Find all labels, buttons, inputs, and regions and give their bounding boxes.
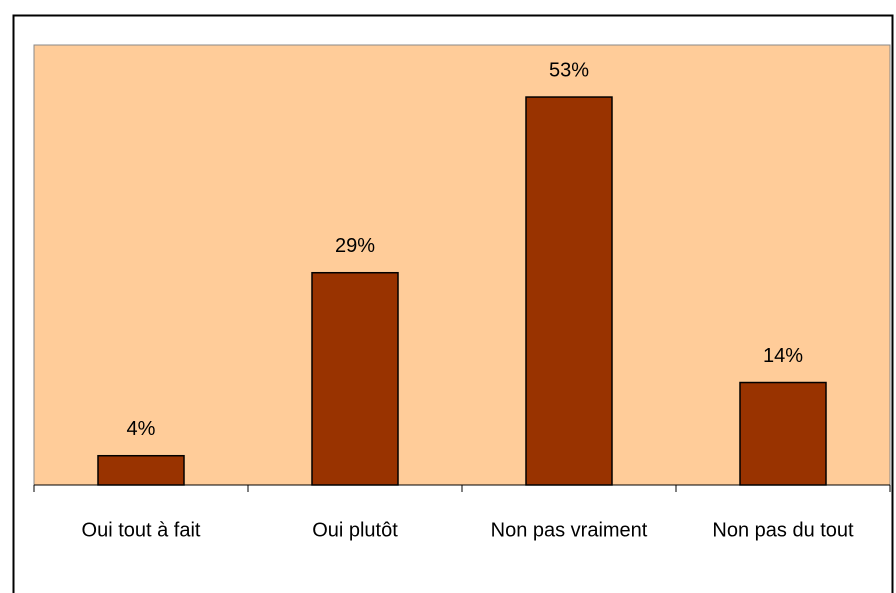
value-label: 53% — [549, 59, 589, 81]
bar — [311, 271, 399, 486]
value-label: 4% — [127, 418, 156, 440]
value-label: 14% — [763, 345, 803, 367]
bar — [525, 96, 613, 486]
bar — [739, 381, 827, 486]
x-tick-label: Oui tout à fait — [82, 519, 201, 541]
bar — [97, 454, 185, 486]
x-tick-label: Non pas du tout — [712, 519, 854, 541]
x-tick-label: Oui plutôt — [312, 519, 398, 541]
value-label: 29% — [335, 235, 375, 257]
x-tick-label: Non pas vraiment — [491, 519, 648, 541]
